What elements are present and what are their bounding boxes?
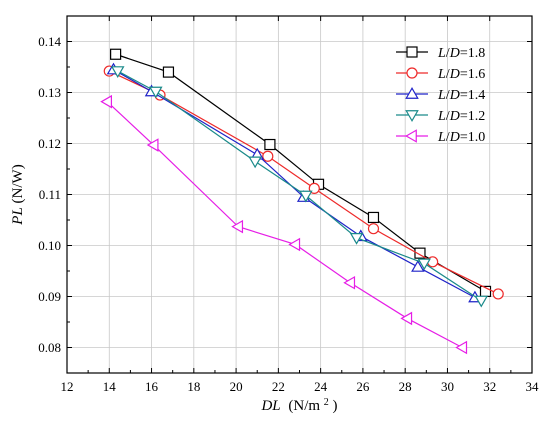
legend-label-value: =1.0: [460, 130, 485, 145]
legend-label-d: D: [449, 46, 460, 61]
data-point-triangle-down: [110, 66, 125, 79]
legend-label-slash: /: [446, 130, 450, 145]
y-tick-label: 0.12: [38, 136, 61, 151]
y-axis-title-unit: (N/W): [10, 164, 26, 203]
data-point-circle: [262, 150, 274, 162]
legend-label: L/D=1.6: [437, 67, 485, 82]
legend-item: L/D=1.4: [396, 87, 485, 103]
x-tick-label: 24: [314, 379, 328, 394]
data-point-circle: [406, 67, 418, 79]
plot-frame: [66, 15, 533, 374]
legend-label: L/D=1.0: [437, 130, 485, 145]
legend-label: L/D=1.4: [437, 88, 485, 103]
y-axis-title: PL (N/W): [10, 164, 26, 225]
y-tick-label: 0.08: [38, 340, 61, 355]
data-point-triangle-left: [100, 94, 113, 109]
data-point-square: [110, 48, 122, 60]
legend-label-value: =1.2: [460, 109, 485, 124]
y-tick-label: 0.11: [39, 187, 61, 202]
legend-label-slash: /: [446, 67, 450, 82]
x-tick-label: 26: [356, 379, 370, 394]
data-point-square: [264, 138, 276, 151]
legend-label-value: =1.8: [460, 46, 485, 61]
legend-label-l: L: [437, 109, 446, 124]
data-point-triangle-down: [417, 258, 431, 271]
x-axis-title-main: DL: [260, 398, 280, 414]
legend-label-d: D: [449, 88, 460, 103]
legend-label-l: L: [437, 46, 446, 61]
series-triangle-left: [100, 94, 468, 355]
x-tick-label: 34: [526, 379, 540, 394]
y-tick-label: 0.09: [38, 289, 61, 304]
legend-item: L/D=1.6: [396, 67, 485, 82]
data-point-square: [162, 66, 175, 78]
data-point-triangle-down: [299, 190, 313, 203]
x-tick-label: 20: [230, 379, 243, 394]
y-tick-label: 0.13: [38, 85, 61, 100]
legend-item: L/D=1.0: [396, 129, 485, 145]
x-axis-title: DL (N/m 2 ): [260, 397, 337, 415]
series-square: [110, 48, 492, 297]
series-line: [106, 101, 463, 349]
data-point-triangle-down: [349, 233, 364, 245]
legend-label-l: L: [437, 130, 446, 145]
series-line: [115, 53, 486, 292]
x-axis-title-unit: (N/m: [288, 398, 320, 414]
legend: L/D=1.8L/D=1.6L/D=1.4L/D=1.2L/D=1.0: [396, 46, 485, 145]
tick-labels: 12 14 16 18 20 22 24 26 28 30 32 34 0.08 0.09 0.10 0.11…: [38, 34, 539, 394]
legend-label-slash: /: [446, 109, 450, 124]
x-tick-label: 28: [399, 379, 412, 394]
series-triangle-down: [110, 66, 489, 308]
data-point-triangle-up: [405, 87, 419, 99]
series-line: [117, 70, 482, 302]
x-tick-label: 32: [483, 379, 496, 394]
data-point-triangle-down: [405, 110, 419, 122]
legend-label-value: =1.4: [460, 88, 485, 103]
data-point-triangle-left: [146, 138, 159, 152]
data-point-triangle-left: [455, 340, 468, 355]
x-tick-label: 18: [187, 379, 200, 394]
data-point-triangle-left: [288, 237, 301, 252]
legend-label-d: D: [449, 109, 460, 124]
axis-ticks: [66, 16, 533, 373]
x-tick-label: 22: [272, 379, 285, 394]
y-axis-title-main: PL: [10, 207, 26, 226]
data-point-triangle-left: [343, 275, 356, 290]
data-point-square: [406, 46, 418, 58]
data-point-triangle-down: [248, 156, 262, 169]
data-point-circle: [492, 288, 504, 300]
legend-label-d: D: [449, 67, 460, 82]
data-point-square: [414, 247, 426, 259]
x-axis-title-sup: 2: [324, 397, 329, 408]
x-axis-title-close: ): [333, 398, 338, 414]
y-tick-label: 0.14: [38, 34, 61, 49]
legend-label-slash: /: [446, 88, 450, 103]
data-point-triangle-down: [148, 86, 163, 99]
data-point-circle: [367, 223, 380, 235]
data-point-square: [367, 211, 380, 224]
legend-label-l: L: [437, 67, 446, 82]
legend-label: L/D=1.2: [437, 109, 485, 124]
data-point-triangle-left: [400, 311, 413, 326]
data-point-circle: [427, 256, 439, 268]
x-tick-label: 30: [441, 379, 454, 394]
x-tick-label: 12: [61, 379, 74, 394]
data-point-triangle-down: [474, 295, 489, 308]
series-line: [109, 70, 499, 295]
data-point-triangle-left: [231, 219, 244, 234]
legend-label-l: L: [437, 88, 446, 103]
legend-label-slash: /: [446, 46, 450, 61]
x-tick-label: 14: [103, 379, 117, 394]
legend-label-value: =1.6: [460, 67, 485, 82]
legend-item: L/D=1.2: [396, 109, 485, 124]
data-point-triangle-up: [411, 259, 425, 272]
y-tick-label: 0.10: [38, 238, 61, 253]
series-layer: [100, 48, 504, 355]
x-tick-label: 16: [145, 379, 159, 394]
legend-label: L/D=1.8: [437, 46, 485, 61]
data-point-triangle-left: [405, 129, 417, 143]
legend-label-d: D: [449, 130, 460, 145]
legend-item: L/D=1.8: [396, 46, 485, 61]
